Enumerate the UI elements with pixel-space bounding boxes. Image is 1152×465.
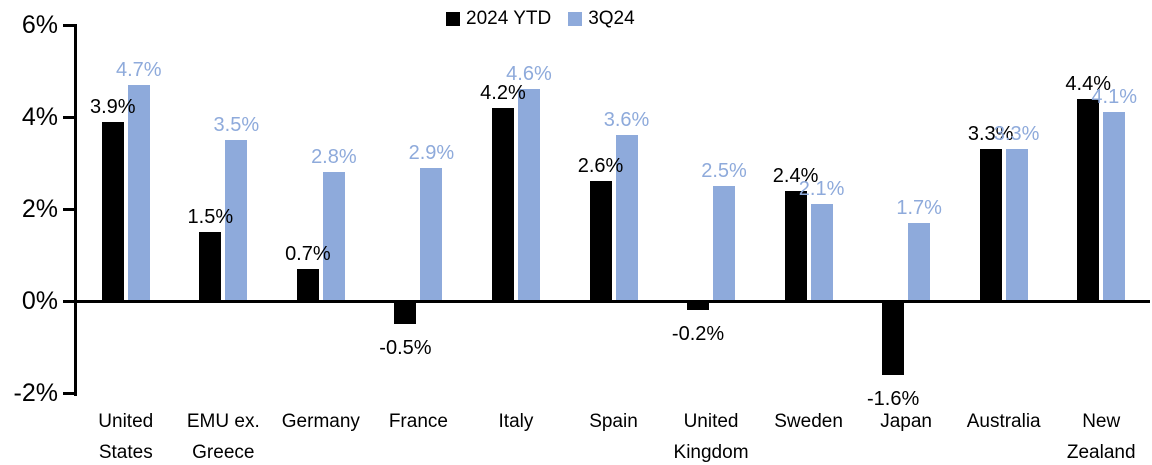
legend-swatch-3q24 [568, 12, 583, 26]
bar-2024-ytd-new-zealand [1077, 98, 1100, 301]
value-label-3q24-australia: 3.3% [993, 123, 1040, 146]
bar-2024-ytd-emu-ex-greece [199, 232, 222, 301]
y-tick-label-0: 0% [21, 287, 58, 315]
bar-3q24-japan [908, 222, 931, 301]
axis-label-japan: Japan [880, 411, 933, 432]
value-label-2024-ytd-germany: 0.7% [285, 242, 331, 265]
value-label-3q24-united-states: 4.7% [115, 58, 162, 81]
bar-3q24-united-kingdom [713, 186, 736, 301]
value-label-3q24-japan: 1.7% [896, 196, 942, 219]
legend-item-3q24: 3Q24 [568, 8, 635, 30]
y-tick-label-2: 2% [21, 195, 58, 223]
bar-2024-ytd-united-states [101, 121, 124, 301]
bar-3q24-sweden [810, 204, 833, 301]
bar-2024-ytd-australia [979, 149, 1002, 301]
value-label-3q24-united-kingdom: 2.5% [701, 160, 747, 182]
value-label-3q24-new-zealand: 4.1% [1091, 86, 1138, 109]
bar-3q24-france [420, 167, 443, 301]
axis-label-france: France [388, 411, 448, 432]
bar-3q24-australia [1005, 149, 1028, 301]
value-label-3q24-emu-ex-greece: 3.5% [213, 114, 260, 136]
axis-label-united-states: United States [98, 411, 154, 463]
value-label-2024-ytd-united-states: 3.9% [89, 95, 136, 118]
value-label-3q24-germany: 2.8% [311, 146, 357, 169]
bar-2024-ytd-japan [882, 301, 905, 375]
y-tick-label-4: 4% [21, 103, 58, 131]
axis-label-sweden: Sweden [774, 411, 843, 432]
value-label-2024-ytd-spain: 2.6% [577, 155, 624, 178]
value-label-3q24-sweden: 2.1% [798, 178, 845, 201]
bar-3q24-germany [322, 172, 345, 301]
bar-2024-ytd-spain [589, 181, 612, 301]
bar-3q24-emu-ex-greece [225, 140, 248, 301]
bar-2024-ytd-sweden [784, 190, 807, 301]
bar-2024-ytd-germany [296, 268, 319, 301]
value-label-3q24-france: 2.9% [408, 141, 455, 164]
y-tick-label-2: -2% [13, 379, 58, 407]
y-tick-6 [63, 24, 77, 27]
y-tick-2 [63, 392, 77, 395]
chart-legend: 2024 YTD 3Q24 [446, 8, 635, 30]
y-tick-label-6: 6% [21, 11, 58, 39]
legend-swatch-2024-ytd [446, 12, 460, 26]
legend-label-2024-ytd: 2024 YTD [466, 8, 552, 29]
value-label-2024-ytd-italy: 4.2% [480, 81, 526, 104]
axis-label-germany: Germany [281, 411, 360, 432]
y-tick-4 [63, 116, 77, 119]
value-label-2024-ytd-france: -0.5% [379, 337, 432, 359]
axis-label-united-kingdom: United Kingdom [673, 411, 749, 463]
value-label-2024-ytd-emu-ex-greece: 1.5% [187, 206, 234, 228]
axis-label-australia: Australia [966, 411, 1041, 432]
bar-2024-ytd-france [394, 301, 417, 324]
legend-label-3q24: 3Q24 [588, 8, 635, 29]
legend-item-2024-ytd: 2024 YTD [446, 8, 551, 30]
bar-3q24-spain [615, 135, 638, 301]
value-label-2024-ytd-united-kingdom: -0.2% [671, 323, 725, 346]
axis-label-emu-ex-greece: EMU ex. Greece [186, 411, 260, 463]
value-label-2024-ytd-australia: 3.3% [967, 123, 1014, 146]
bar-3q24-italy [517, 89, 540, 301]
value-label-3q24-spain: 3.6% [603, 109, 650, 132]
bar-3q24-united-states [127, 84, 150, 301]
x-axis-baseline [74, 300, 1150, 303]
value-label-3q24-italy: 4.6% [506, 63, 552, 86]
bar-2024-ytd-italy [491, 107, 514, 301]
axis-label-spain: Spain [589, 411, 638, 432]
value-label-2024-ytd-sweden: 2.4% [772, 164, 819, 187]
y-tick-2 [63, 208, 77, 211]
bar-3q24-new-zealand [1103, 112, 1126, 301]
axis-label-new-zealand: New Zealand [1066, 411, 1136, 463]
bar-2024-ytd-united-kingdom [687, 301, 710, 311]
axis-label-italy: Italy [498, 411, 534, 432]
y-tick-0 [63, 300, 77, 303]
value-label-2024-ytd-new-zealand: 4.4% [1065, 72, 1112, 95]
value-label-2024-ytd-japan: -1.6% [867, 387, 920, 410]
